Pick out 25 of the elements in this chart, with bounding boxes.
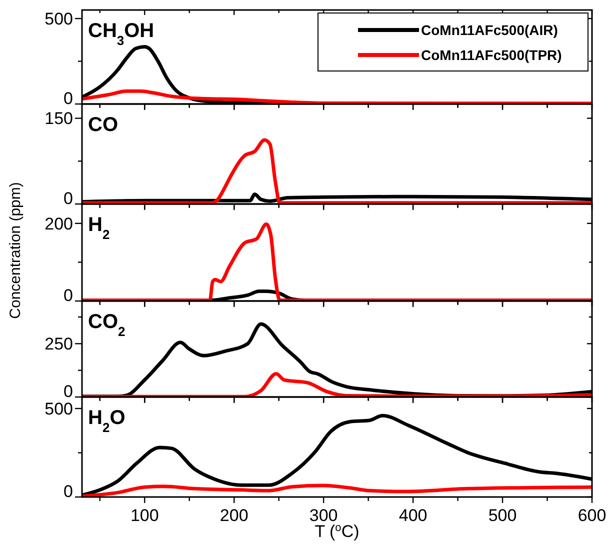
- x-tick-label: 600: [578, 506, 606, 525]
- y-tick-label: 150: [44, 109, 73, 128]
- legend-label: CoMn11AFc500(AIR): [421, 22, 558, 38]
- y-tick-label: 0: [64, 89, 73, 108]
- legend-label: CoMn11AFc500(TPR): [421, 46, 562, 63]
- text: CO$_{2}$: [88, 311, 126, 338]
- y-tick-label: 0: [64, 482, 73, 501]
- x-tick-label: 300: [309, 506, 338, 525]
- y-tick-label: 200: [44, 214, 73, 234]
- x-tick-label: 500: [488, 506, 517, 525]
- x-tick-label: 100: [130, 506, 159, 525]
- y-tick-label: 0: [64, 286, 73, 305]
- y-tick-label: 250: [44, 334, 73, 354]
- y-tick-label: 0: [64, 382, 73, 401]
- text: CO: [88, 114, 118, 136]
- text: H$_{2}$O: [88, 407, 126, 434]
- y-tick-label: 500: [44, 9, 73, 28]
- text: CH$_{3}$OH: [88, 20, 154, 48]
- text: H$_{2}$: [88, 214, 110, 242]
- x-axis-title: T ($^{o}$C): [314, 522, 360, 541]
- y-axis-title: Concentration (ppm): [7, 182, 24, 319]
- y-tick-label: 500: [44, 399, 73, 418]
- x-tick-label: 400: [398, 506, 428, 525]
- x-tick-label: 200: [220, 506, 248, 525]
- y-tick-label: 0: [64, 189, 73, 208]
